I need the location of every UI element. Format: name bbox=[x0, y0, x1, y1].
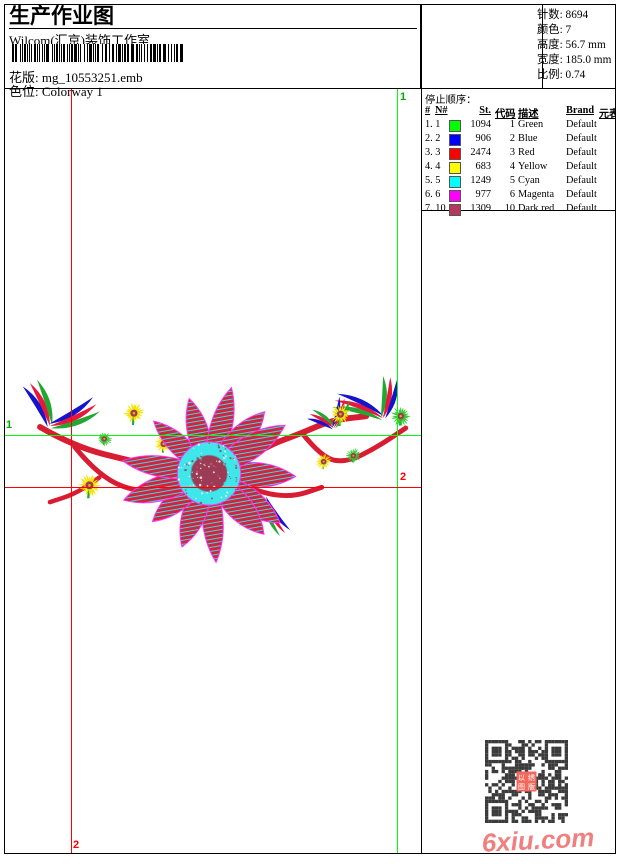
svg-text:以: 以 bbox=[518, 774, 525, 782]
svg-text:版: 版 bbox=[528, 782, 535, 791]
svg-text:绣: 绣 bbox=[528, 773, 535, 782]
svg-text:图: 图 bbox=[518, 783, 525, 791]
